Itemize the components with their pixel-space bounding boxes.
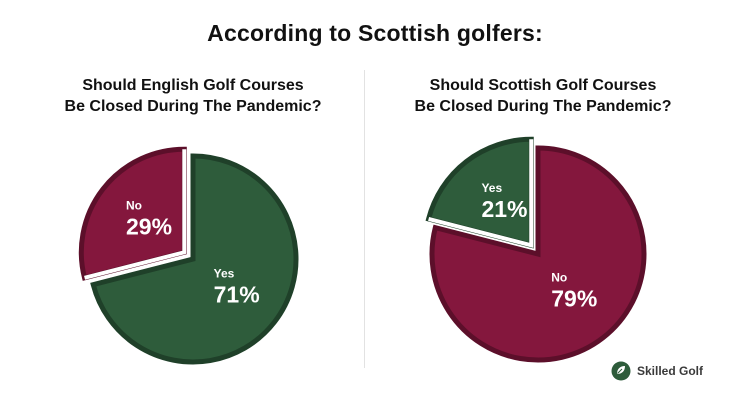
chart-title-line: Should English Golf Courses bbox=[82, 77, 304, 94]
divider-line bbox=[364, 70, 365, 368]
slice-value-label: 29% bbox=[126, 213, 172, 239]
chart-title-scottish: Should Scottish Golf Courses Be Closed D… bbox=[378, 75, 708, 117]
chart-title-line: Be Closed During The Pandemic? bbox=[64, 98, 322, 115]
slice-value-label: 21% bbox=[481, 196, 527, 222]
main-title: According to Scottish golfers: bbox=[207, 20, 543, 46]
slice-category-label: Yes bbox=[214, 266, 235, 280]
golf-ball-leaf-icon bbox=[611, 361, 631, 381]
brand: Skilled Golf bbox=[611, 361, 703, 381]
pie-slice-yes bbox=[90, 153, 299, 365]
chart-title-line: Should Scottish Golf Courses bbox=[429, 77, 657, 94]
slice-value-label: 79% bbox=[551, 286, 597, 312]
brand-name: Skilled Golf bbox=[637, 364, 704, 378]
slice-value-label: 71% bbox=[214, 281, 260, 307]
slice-category-label: Yes bbox=[481, 181, 502, 195]
pie-slice-yes bbox=[425, 136, 534, 249]
pie-slice-no bbox=[78, 146, 187, 281]
slice-category-label: No bbox=[126, 198, 142, 212]
slice-separator bbox=[84, 149, 187, 280]
chart-title-line: Be Closed During The Pandemic? bbox=[414, 98, 672, 115]
chart-title-english: Should English Golf Courses Be Closed Du… bbox=[28, 75, 358, 117]
pie-slice-no bbox=[429, 145, 647, 363]
slice-separator bbox=[428, 139, 534, 248]
slice-category-label: No bbox=[551, 271, 567, 285]
